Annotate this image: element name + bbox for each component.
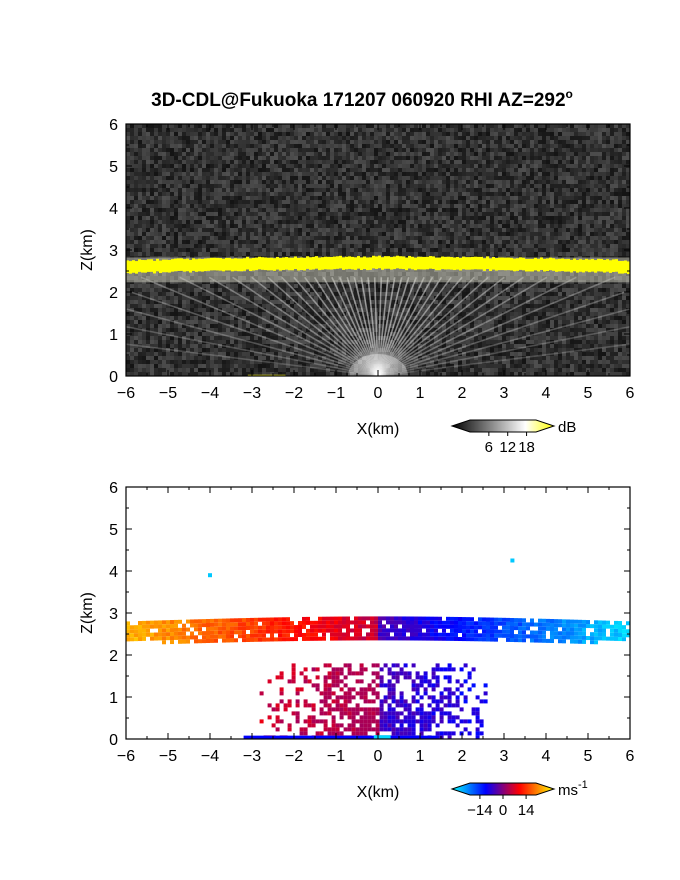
colorbar-tick-label: 6: [485, 439, 493, 456]
colorbar-unit-velocity: ms-1: [558, 779, 588, 799]
colorbar-velocity: −14 0 14 ms-1: [450, 779, 588, 819]
x-tick-label: 5: [584, 385, 593, 402]
colorbar-tick-label: 0: [499, 802, 507, 819]
y-tick-label: 1: [109, 690, 118, 707]
x-tick-label: −2: [285, 385, 303, 402]
colorbar-tick-label: 18: [518, 439, 535, 456]
x-tick-label: −4: [201, 748, 219, 765]
y-tick-label: 2: [109, 285, 118, 302]
x-axis-label-velocity: X(km): [357, 784, 400, 801]
x-tick-label: −3: [243, 748, 261, 765]
x-tick-label: 6: [626, 748, 635, 765]
y-tick-label: 0: [109, 369, 118, 386]
y-tick-label: 3: [109, 243, 118, 260]
plot-area-velocity: [126, 487, 630, 739]
colorbar-unit-reflectivity: dB: [558, 419, 576, 436]
x-tick-label: 2: [458, 385, 467, 402]
x-tick-label: −5: [159, 748, 177, 765]
x-tick-label: −1: [327, 385, 345, 402]
x-tick-label: −6: [117, 385, 135, 402]
x-tick-label: 4: [542, 385, 551, 402]
y-tick-label: 4: [109, 564, 118, 581]
y-tick-label: 2: [109, 648, 118, 665]
x-tick-label: 1: [416, 385, 425, 402]
y-tick-label: 0: [109, 732, 118, 749]
y-tick-label: 5: [109, 159, 118, 176]
x-tick-label: 1: [416, 748, 425, 765]
colorbar-tick-label: −14: [467, 802, 492, 819]
x-tick-label: −1: [327, 748, 345, 765]
y-tick-label: 6: [109, 480, 118, 497]
colorbar-tick-label: 12: [499, 439, 516, 456]
x-tick-label: 3: [500, 748, 509, 765]
x-tick-label: −2: [285, 748, 303, 765]
x-tick-label: −6: [117, 748, 135, 765]
y-tick-label: 3: [109, 606, 118, 623]
x-tick-label: −4: [201, 385, 219, 402]
y-tick-label: 1: [109, 327, 118, 344]
x-tick-label: −3: [243, 385, 261, 402]
x-tick-label: 6: [626, 385, 635, 402]
y-axis-label-reflectivity: Z(km): [79, 229, 96, 271]
x-tick-label: 0: [374, 385, 383, 402]
y-axis-label-velocity: Z(km): [79, 592, 96, 634]
colorbar-tick-label: 14: [518, 802, 535, 819]
x-tick-label: −5: [159, 385, 177, 402]
y-tick-label: 4: [109, 201, 118, 218]
y-tick-label: 5: [109, 522, 118, 539]
x-tick-label: 0: [374, 748, 383, 765]
chart-title: 3D-CDL@Fukuoka 171207 060920 RHI AZ=292o: [151, 87, 573, 111]
x-tick-label: 2: [458, 748, 467, 765]
y-tick-label: 6: [109, 117, 118, 134]
x-tick-label: 3: [500, 385, 509, 402]
colorbar-reflectivity: 6 12 18 dB: [450, 419, 576, 456]
x-tick-label: 5: [584, 748, 593, 765]
x-tick-label: 4: [542, 748, 551, 765]
velocity-panel: −6 −5 −4 −3 −2 −1 0 1 2 3 4 5 6 0 1 2 3 4 5 6 X(km) Z(km) −…: [79, 480, 635, 819]
x-axis-label-reflectivity: X(km): [357, 421, 400, 438]
isolated-echo-point: [510, 558, 515, 563]
isolated-echo-point: [208, 573, 212, 578]
